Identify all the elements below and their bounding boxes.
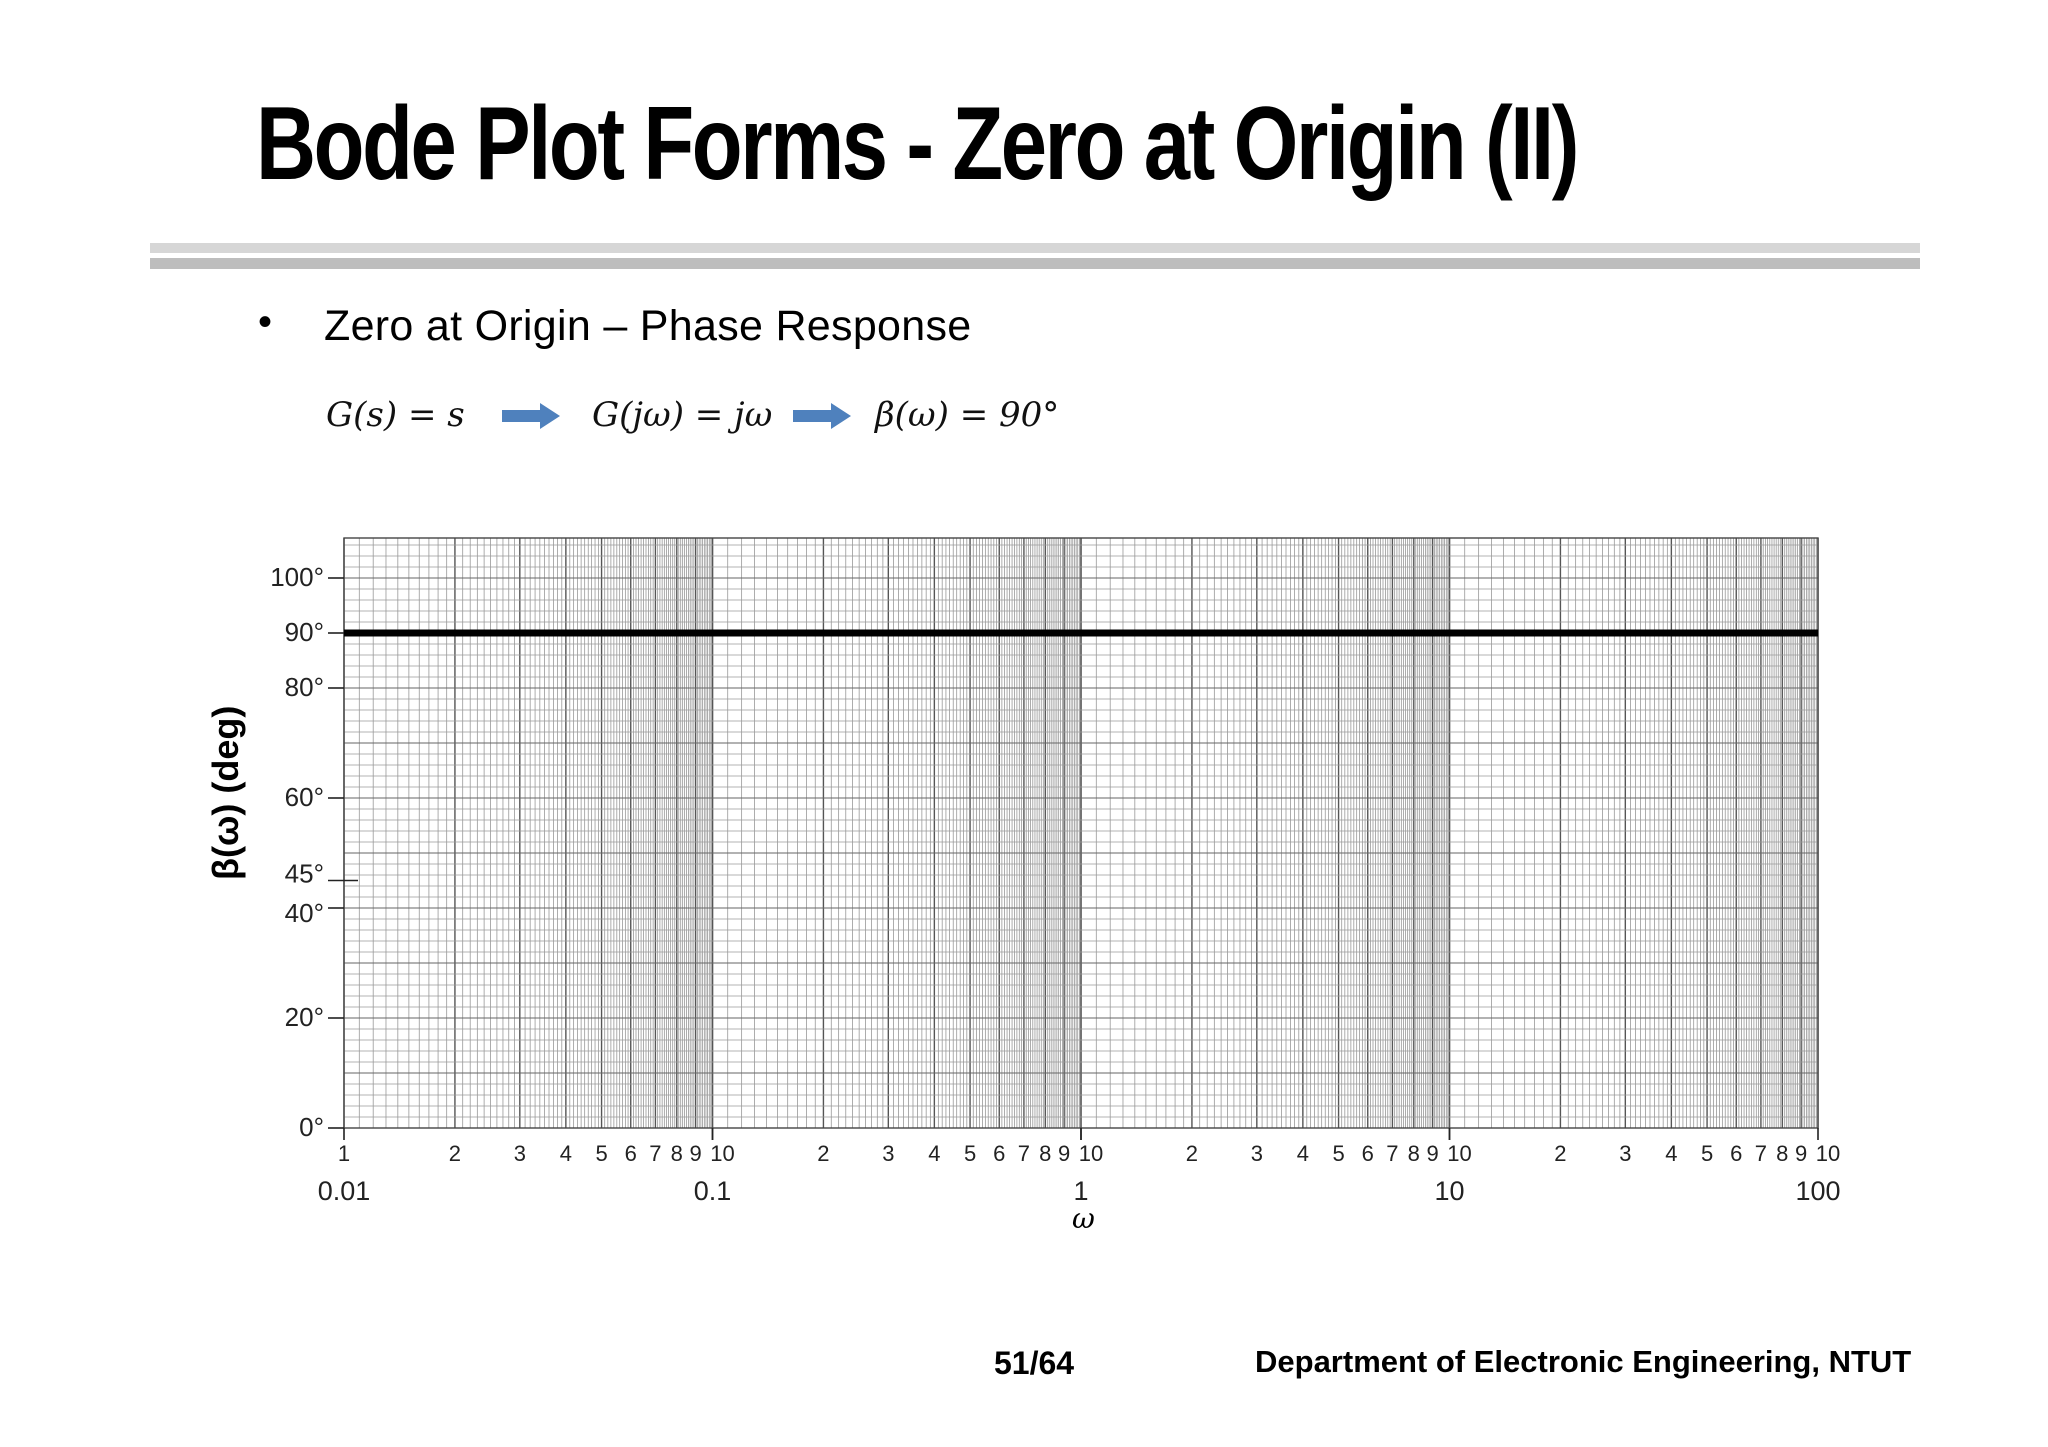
x-minor-tick-label: 2	[1554, 1141, 1566, 1166]
y-tick-label: 100°	[270, 562, 324, 592]
page-number: 51/64	[994, 1345, 1075, 1381]
x-minor-tick-label: 4	[928, 1141, 940, 1166]
x-major-tick-label: 10	[1434, 1176, 1464, 1206]
x-minor-tick-label: 5	[1332, 1141, 1344, 1166]
x-minor-tick-label: 5	[595, 1141, 607, 1166]
right-arrow-icon	[793, 403, 851, 429]
chart-labels: 100°90°80°60°45°40°20°0°1 2 3 4 5 6 7 8 9 10 2 3 4 5 6…	[270, 562, 1840, 1206]
x-minor-tick-label: 2	[1186, 1141, 1198, 1166]
y-tick-label: 0°	[299, 1112, 324, 1142]
bullet-dot: •	[258, 300, 273, 344]
x-minor-tick-label: 8	[1408, 1141, 1420, 1166]
bullet-text: Zero at Origin – Phase Response	[324, 302, 972, 350]
title-rule-top	[150, 243, 1920, 253]
x-minor-tick-label: 10	[1447, 1141, 1471, 1166]
x-minor-tick-label: 7	[1755, 1141, 1767, 1166]
x-minor-tick-label: 4	[1665, 1141, 1677, 1166]
x-minor-tick-label: 9	[1058, 1141, 1070, 1166]
slide-title: Bode Plot Forms - Zero at Origin (II)	[256, 86, 1579, 202]
x-minor-tick-label: 7	[649, 1141, 661, 1166]
x-major-tick-label: 0.01	[318, 1176, 371, 1206]
x-minor-tick-label: 10	[1816, 1141, 1840, 1166]
chart-grid	[343, 538, 1819, 1129]
x-minor-tick-label: 9	[1427, 1141, 1439, 1166]
x-minor-tick-label: 3	[1251, 1141, 1263, 1166]
y-tick-label: 80°	[285, 672, 324, 702]
x-minor-tick-label: 4	[1297, 1141, 1309, 1166]
x-major-tick-label: 0.1	[694, 1176, 732, 1206]
equation-phase: β(ω) = 90°	[875, 395, 1060, 435]
y-tick-label: 45°	[285, 859, 324, 889]
x-minor-tick-label: 1	[338, 1141, 350, 1166]
y-tick-label: 60°	[285, 782, 324, 812]
x-minor-tick-label: 9	[690, 1141, 702, 1166]
x-minor-tick-label: 7	[1386, 1141, 1398, 1166]
x-minor-tick-label: 6	[625, 1141, 637, 1166]
x-minor-tick-label: 7	[1018, 1141, 1030, 1166]
x-minor-tick-label: 3	[514, 1141, 526, 1166]
x-major-tick-label: 100	[1795, 1176, 1840, 1206]
y-tick-label: 90°	[285, 617, 324, 647]
x-minor-tick-label: 10	[710, 1141, 734, 1166]
y-tick-label: 40°	[285, 898, 324, 928]
x-minor-tick-label: 2	[449, 1141, 461, 1166]
x-minor-tick-label: 6	[1730, 1141, 1742, 1166]
x-minor-tick-label: 2	[817, 1141, 829, 1166]
x-minor-tick-label: 4	[560, 1141, 572, 1166]
x-minor-tick-label: 10	[1079, 1141, 1103, 1166]
x-axis-title: ω	[1072, 1202, 1095, 1235]
x-minor-tick-label: 5	[1701, 1141, 1713, 1166]
y-axis-title: β(ω) (deg)	[205, 705, 246, 880]
title-rule-bottom	[150, 258, 1920, 269]
x-minor-tick-label: 8	[1039, 1141, 1051, 1166]
x-minor-tick-label: 8	[671, 1141, 683, 1166]
x-minor-tick-label: 8	[1776, 1141, 1788, 1166]
x-minor-tick-label: 6	[1362, 1141, 1374, 1166]
equation-transfer-function: G(s) = s	[326, 395, 465, 435]
x-minor-tick-label: 5	[964, 1141, 976, 1166]
y-tick-label: 20°	[285, 1002, 324, 1032]
right-arrow-icon	[502, 403, 560, 429]
x-minor-tick-label: 3	[882, 1141, 894, 1166]
x-minor-tick-label: 3	[1619, 1141, 1631, 1166]
x-major-tick-label: 1	[1073, 1176, 1088, 1206]
equation-frequency-response: G(jω) = jω	[592, 395, 773, 435]
footer-department: Department of Electronic Engineering, NT…	[1255, 1344, 1912, 1379]
chart-axes	[328, 537, 1819, 1140]
x-minor-tick-label: 6	[993, 1141, 1005, 1166]
x-minor-tick-label: 9	[1795, 1141, 1807, 1166]
